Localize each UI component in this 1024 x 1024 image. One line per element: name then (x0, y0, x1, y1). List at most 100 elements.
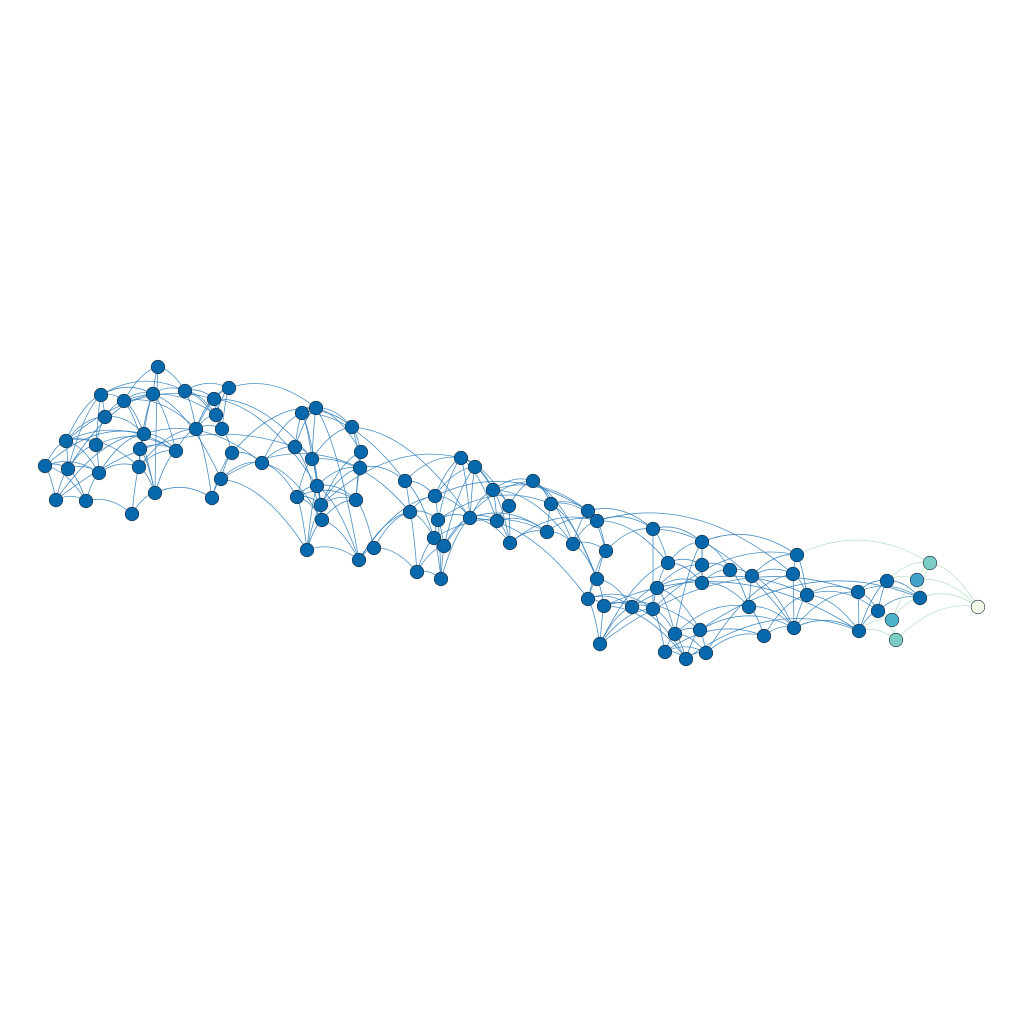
graph-node (124, 506, 140, 522)
graph-edge (95, 436, 177, 452)
graph-node (204, 490, 220, 506)
graph-edge (652, 528, 795, 629)
graph-node (177, 383, 193, 399)
graph-edge (919, 593, 979, 608)
graph-edge (152, 393, 222, 480)
graph-node (850, 584, 866, 600)
graph-node (692, 622, 708, 638)
graph-node (206, 391, 222, 407)
graph-node (645, 601, 661, 617)
graph-node (722, 562, 738, 578)
graph-node (592, 636, 608, 652)
graph-node (645, 521, 661, 537)
graph-node (789, 547, 805, 563)
graph-node (353, 444, 369, 460)
graph-node (136, 426, 152, 442)
graph-node (289, 489, 305, 505)
graph-node (870, 603, 886, 619)
graph-node (221, 380, 237, 396)
graph-edge (603, 581, 860, 632)
graph-node (589, 513, 605, 529)
graph-node (501, 498, 517, 514)
graph-edge (213, 398, 318, 487)
graph-edge (599, 576, 859, 645)
graph-node (214, 421, 230, 437)
graph-edge (699, 615, 795, 631)
graph-edge (67, 394, 102, 470)
graph-node (489, 513, 505, 529)
graph-edge (437, 457, 462, 521)
graph-node (78, 493, 94, 509)
graph-node (851, 623, 867, 639)
graph-node (741, 599, 757, 615)
graph-edge (705, 633, 765, 654)
graph-node-g5 (970, 599, 986, 615)
graph-node (879, 573, 895, 589)
graph-edge (306, 546, 360, 561)
graph-edge (631, 575, 808, 608)
graph-node (344, 419, 360, 435)
graph-node (565, 536, 581, 552)
graph-edge (55, 433, 296, 501)
graph-nodes (37, 359, 986, 667)
graph-edge (373, 547, 418, 573)
graph-edge (806, 590, 879, 612)
graph-edge (674, 604, 750, 635)
graph-node (502, 535, 518, 551)
graph-node (698, 645, 714, 661)
graph-node (485, 482, 501, 498)
graph-node (409, 564, 425, 580)
graph-node (60, 461, 76, 477)
graph-edge (220, 478, 308, 551)
graph-node-g1 (922, 555, 938, 571)
graph-edge (404, 456, 462, 482)
graph-edge (599, 562, 669, 645)
graph-edge (434, 466, 476, 497)
graph-edge (315, 407, 360, 561)
graph-edge (143, 428, 263, 464)
graph-node (427, 488, 443, 504)
graph-edge (55, 433, 145, 501)
graph-node (208, 407, 224, 423)
graph-node (254, 455, 270, 471)
graph-node (649, 580, 665, 596)
graph-node (168, 443, 184, 459)
graph-edge (373, 511, 411, 549)
graph-node (294, 405, 310, 421)
graph-node (58, 433, 74, 449)
graph-node (539, 524, 555, 540)
graph-node (580, 591, 596, 607)
graph-node (436, 538, 452, 554)
graph-edge (434, 480, 589, 512)
graph-node (402, 504, 418, 520)
graph-node (912, 590, 928, 606)
graph-edge (699, 580, 921, 631)
graph-edge (793, 619, 860, 632)
graph-node (589, 571, 605, 587)
graph-node (93, 387, 109, 403)
graph-node (598, 543, 614, 559)
graph-node (785, 566, 801, 582)
graph-node-g3 (884, 612, 900, 628)
graph-edge (320, 453, 462, 506)
graph-edge (358, 511, 411, 561)
graph-edge (685, 618, 860, 660)
graph-edge (131, 466, 140, 515)
graph-edge (220, 453, 361, 480)
graph-node (462, 510, 478, 526)
graph-edge (596, 520, 669, 564)
graph-node (188, 421, 204, 437)
graph-node (213, 471, 229, 487)
graph-node (426, 530, 442, 546)
graph-node (694, 557, 710, 573)
graph-edge (596, 512, 794, 575)
graph-node (308, 400, 324, 416)
graph-node (313, 497, 329, 513)
graph-node (744, 568, 760, 584)
graph-node-g2 (909, 572, 925, 588)
graph-edge (492, 489, 574, 545)
graph-node (694, 534, 710, 550)
graph-node (352, 460, 368, 476)
graph-node (37, 458, 53, 474)
graph-edge (652, 551, 798, 610)
